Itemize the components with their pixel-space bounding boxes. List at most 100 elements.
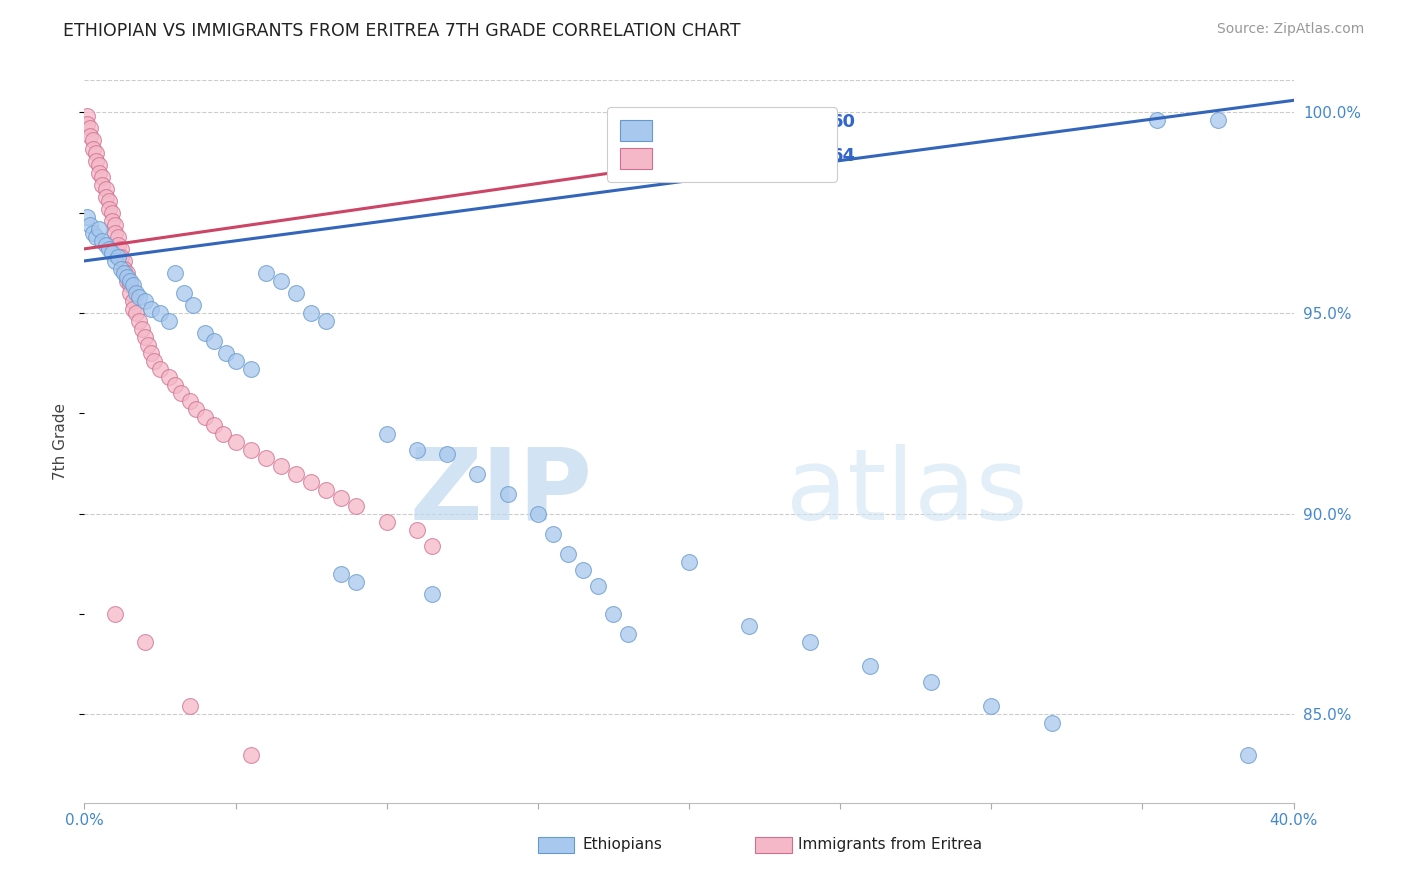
Point xyxy=(149,362,172,376)
Point xyxy=(125,306,148,320)
Point xyxy=(76,210,98,224)
Point xyxy=(100,206,122,220)
Point xyxy=(330,567,353,582)
Point xyxy=(239,442,262,457)
Text: N =: N = xyxy=(792,112,832,131)
Point xyxy=(104,218,127,232)
Point xyxy=(100,246,122,260)
Point xyxy=(194,410,217,425)
Point xyxy=(100,214,122,228)
Point xyxy=(920,675,942,690)
Point xyxy=(557,547,579,561)
Point xyxy=(406,442,429,457)
Point xyxy=(285,467,308,481)
Point xyxy=(165,378,187,392)
Point xyxy=(527,507,550,521)
Point xyxy=(330,491,353,505)
Point xyxy=(112,262,135,277)
Point xyxy=(76,118,98,132)
Point xyxy=(212,426,235,441)
Point xyxy=(121,302,143,317)
Point xyxy=(496,487,519,501)
Point xyxy=(406,523,429,537)
Point xyxy=(89,222,111,236)
Point xyxy=(1206,113,1229,128)
Point xyxy=(346,499,368,513)
Point xyxy=(91,169,114,184)
Point xyxy=(799,635,821,649)
Point xyxy=(89,166,111,180)
Point xyxy=(588,579,610,593)
Point xyxy=(97,242,120,256)
Point xyxy=(91,178,114,192)
Point xyxy=(104,254,127,268)
Point xyxy=(678,555,700,569)
Text: 60: 60 xyxy=(831,112,855,131)
Point xyxy=(202,418,225,433)
Point xyxy=(139,302,162,317)
Point xyxy=(86,230,108,244)
Point xyxy=(254,266,277,280)
Point xyxy=(97,194,120,208)
Point xyxy=(94,182,117,196)
Point xyxy=(1237,747,1260,762)
FancyBboxPatch shape xyxy=(755,838,792,854)
Text: atlas: atlas xyxy=(786,443,1028,541)
Point xyxy=(82,142,104,156)
Point xyxy=(134,635,156,649)
Point xyxy=(254,450,277,465)
Point xyxy=(315,483,337,497)
Point xyxy=(128,290,150,304)
Point xyxy=(118,274,141,288)
Text: 0.238: 0.238 xyxy=(710,112,768,131)
Point xyxy=(375,426,398,441)
Point xyxy=(82,226,104,240)
Point xyxy=(157,314,180,328)
Point xyxy=(139,346,162,360)
Point xyxy=(420,539,443,553)
Point xyxy=(436,446,458,460)
Point xyxy=(131,322,153,336)
Text: Ethiopians: Ethiopians xyxy=(582,838,662,852)
Point xyxy=(94,190,117,204)
Point xyxy=(165,266,187,280)
Point xyxy=(173,286,195,301)
Point xyxy=(79,129,101,144)
Text: Source: ZipAtlas.com: Source: ZipAtlas.com xyxy=(1216,22,1364,37)
Point xyxy=(239,747,262,762)
Point xyxy=(107,250,129,264)
Point xyxy=(859,659,882,673)
Point xyxy=(134,330,156,344)
Point xyxy=(79,121,101,136)
Point xyxy=(1040,715,1063,730)
Point xyxy=(121,294,143,309)
Point xyxy=(107,230,129,244)
Point xyxy=(128,314,150,328)
Point xyxy=(118,278,141,293)
Point xyxy=(136,338,159,352)
Point xyxy=(375,515,398,529)
Point xyxy=(299,475,322,489)
Point xyxy=(346,575,368,590)
Point xyxy=(215,346,238,360)
Point xyxy=(79,218,101,232)
Text: 0.131: 0.131 xyxy=(710,147,768,166)
Point xyxy=(104,226,127,240)
Point xyxy=(110,262,132,277)
Point xyxy=(179,394,201,409)
Point xyxy=(186,402,208,417)
Text: R =: R = xyxy=(668,112,707,131)
FancyBboxPatch shape xyxy=(538,838,574,854)
Point xyxy=(225,354,247,368)
Point xyxy=(76,110,98,124)
Point xyxy=(738,619,761,633)
Point xyxy=(179,699,201,714)
Point xyxy=(541,526,564,541)
Point xyxy=(467,467,489,481)
Text: ZIP: ZIP xyxy=(409,443,592,541)
Legend:                             ,                             : , xyxy=(607,107,837,182)
Point xyxy=(572,563,595,577)
Point xyxy=(980,699,1002,714)
Point xyxy=(125,286,148,301)
Point xyxy=(299,306,322,320)
